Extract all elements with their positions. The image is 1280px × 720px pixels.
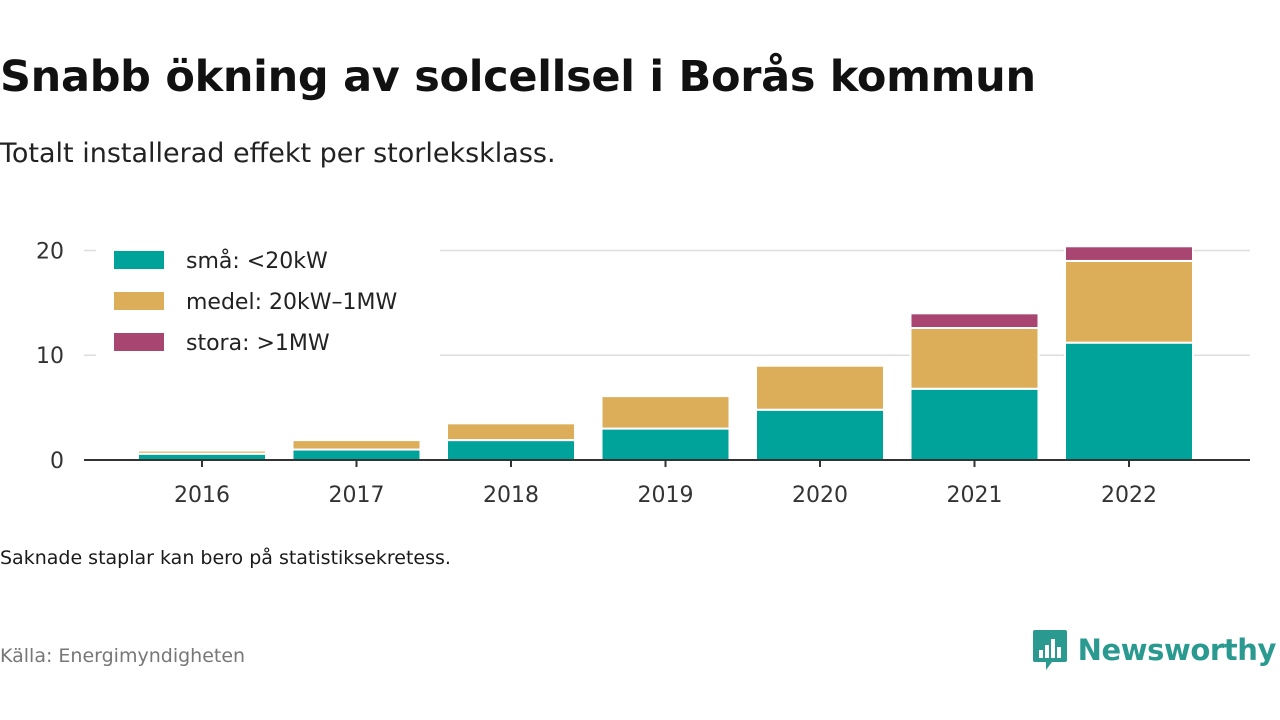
- x-tick-label: 2019: [638, 483, 694, 508]
- legend-label: medel: 20kW–1MW: [186, 290, 397, 315]
- x-tick-label: 2018: [483, 483, 539, 508]
- bar-segment: [909, 387, 1040, 461]
- x-tick-label: 2020: [792, 483, 848, 508]
- bar-segment: [1064, 245, 1194, 262]
- bars: [137, 245, 1194, 462]
- chart-title: Snabb ökning av solcellsel i Borås kommu…: [0, 52, 1036, 102]
- chart-subtitle: Totalt installerad effekt per storlekskl…: [0, 138, 556, 169]
- bar-segment: [446, 422, 576, 442]
- x-tick-label: 2021: [947, 483, 1003, 508]
- x-tick-label: 2022: [1101, 483, 1157, 508]
- bar-segment: [137, 449, 267, 455]
- bar-segment: [446, 439, 576, 462]
- brand-name: Newsworthy: [1077, 633, 1277, 667]
- legend-swatch: [114, 333, 164, 351]
- bar-segment: [600, 427, 731, 462]
- bar-segment: [291, 448, 422, 461]
- legend-swatch: [114, 251, 164, 269]
- bar-segment: [600, 395, 731, 430]
- legend-swatch: [114, 292, 164, 310]
- y-tick-label: 20: [36, 239, 64, 264]
- newsworthy-logo-icon: [1032, 630, 1067, 670]
- source-label: Källa: Energimyndigheten: [0, 645, 246, 667]
- legend-label: små: <20kW: [186, 248, 328, 274]
- bar-segment: [1064, 259, 1194, 344]
- footnote: Saknade staplar kan bero på statistiksek…: [0, 547, 451, 569]
- bar-segment: [909, 312, 1040, 330]
- bar-segment: [291, 439, 422, 451]
- bar-segment: [909, 327, 1040, 390]
- newsworthy-logo: Newsworthy: [1032, 628, 1276, 672]
- y-tick-label: 10: [36, 344, 64, 369]
- bar-segment: [755, 364, 885, 411]
- legend-label: stora: >1MW: [186, 331, 330, 356]
- x-tick-label: 2016: [174, 483, 230, 508]
- axes: 0 10 20 2016 2017 2018 2019 2020 2021 2022: [36, 239, 1250, 508]
- y-tick-label: 0: [50, 449, 64, 474]
- legend: små: <20kW medel: 20kW–1MW stora: >1MW: [96, 236, 440, 364]
- x-tick-label: 2017: [329, 483, 385, 508]
- bar-segment: [1064, 341, 1194, 461]
- bar-segment: [755, 408, 885, 462]
